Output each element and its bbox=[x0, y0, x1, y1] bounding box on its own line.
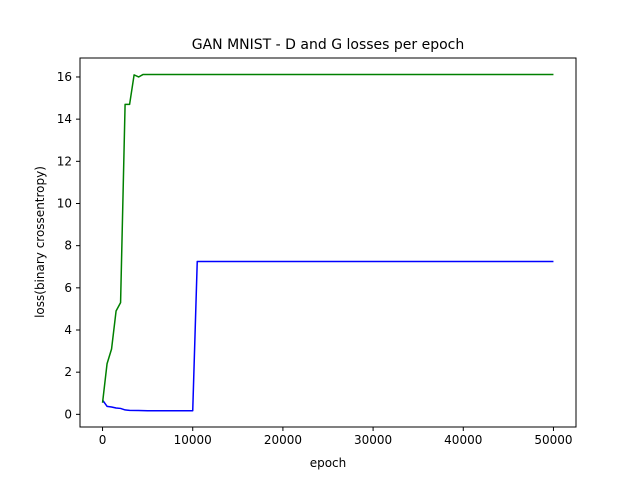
x-axis-label: epoch bbox=[310, 456, 347, 470]
x-tick-label: 20000 bbox=[264, 433, 302, 447]
y-tick-label: 16 bbox=[57, 70, 72, 84]
y-tick-label: 14 bbox=[57, 112, 72, 126]
y-tick-label: 6 bbox=[64, 281, 72, 295]
series-line-2 bbox=[101, 73, 554, 403]
x-tick-label: 40000 bbox=[444, 433, 482, 447]
axes-frame bbox=[79, 57, 577, 428]
series-line-1 bbox=[101, 260, 554, 412]
x-tick-label: 10000 bbox=[174, 433, 212, 447]
y-tick-label: 0 bbox=[64, 407, 72, 421]
y-tick-label: 12 bbox=[57, 154, 72, 168]
x-tick-label: 50000 bbox=[534, 433, 572, 447]
y-tick-label: 8 bbox=[64, 239, 72, 253]
y-tick-label: 10 bbox=[57, 196, 72, 210]
x-axis: 0 10000 20000 30000 40000 50000 bbox=[99, 427, 573, 447]
y-axis-label: loss(binary crossentropy) bbox=[33, 166, 47, 318]
y-axis: 0 2 4 6 8 10 12 14 16 bbox=[57, 70, 80, 421]
plot-area bbox=[101, 73, 554, 412]
chart-title: GAN MNIST - D and G losses per epoch bbox=[192, 37, 464, 53]
x-tick-label: 30000 bbox=[354, 433, 392, 447]
x-tick-label: 0 bbox=[99, 433, 107, 447]
y-tick-label: 2 bbox=[64, 365, 72, 379]
y-tick-label: 4 bbox=[64, 323, 72, 337]
